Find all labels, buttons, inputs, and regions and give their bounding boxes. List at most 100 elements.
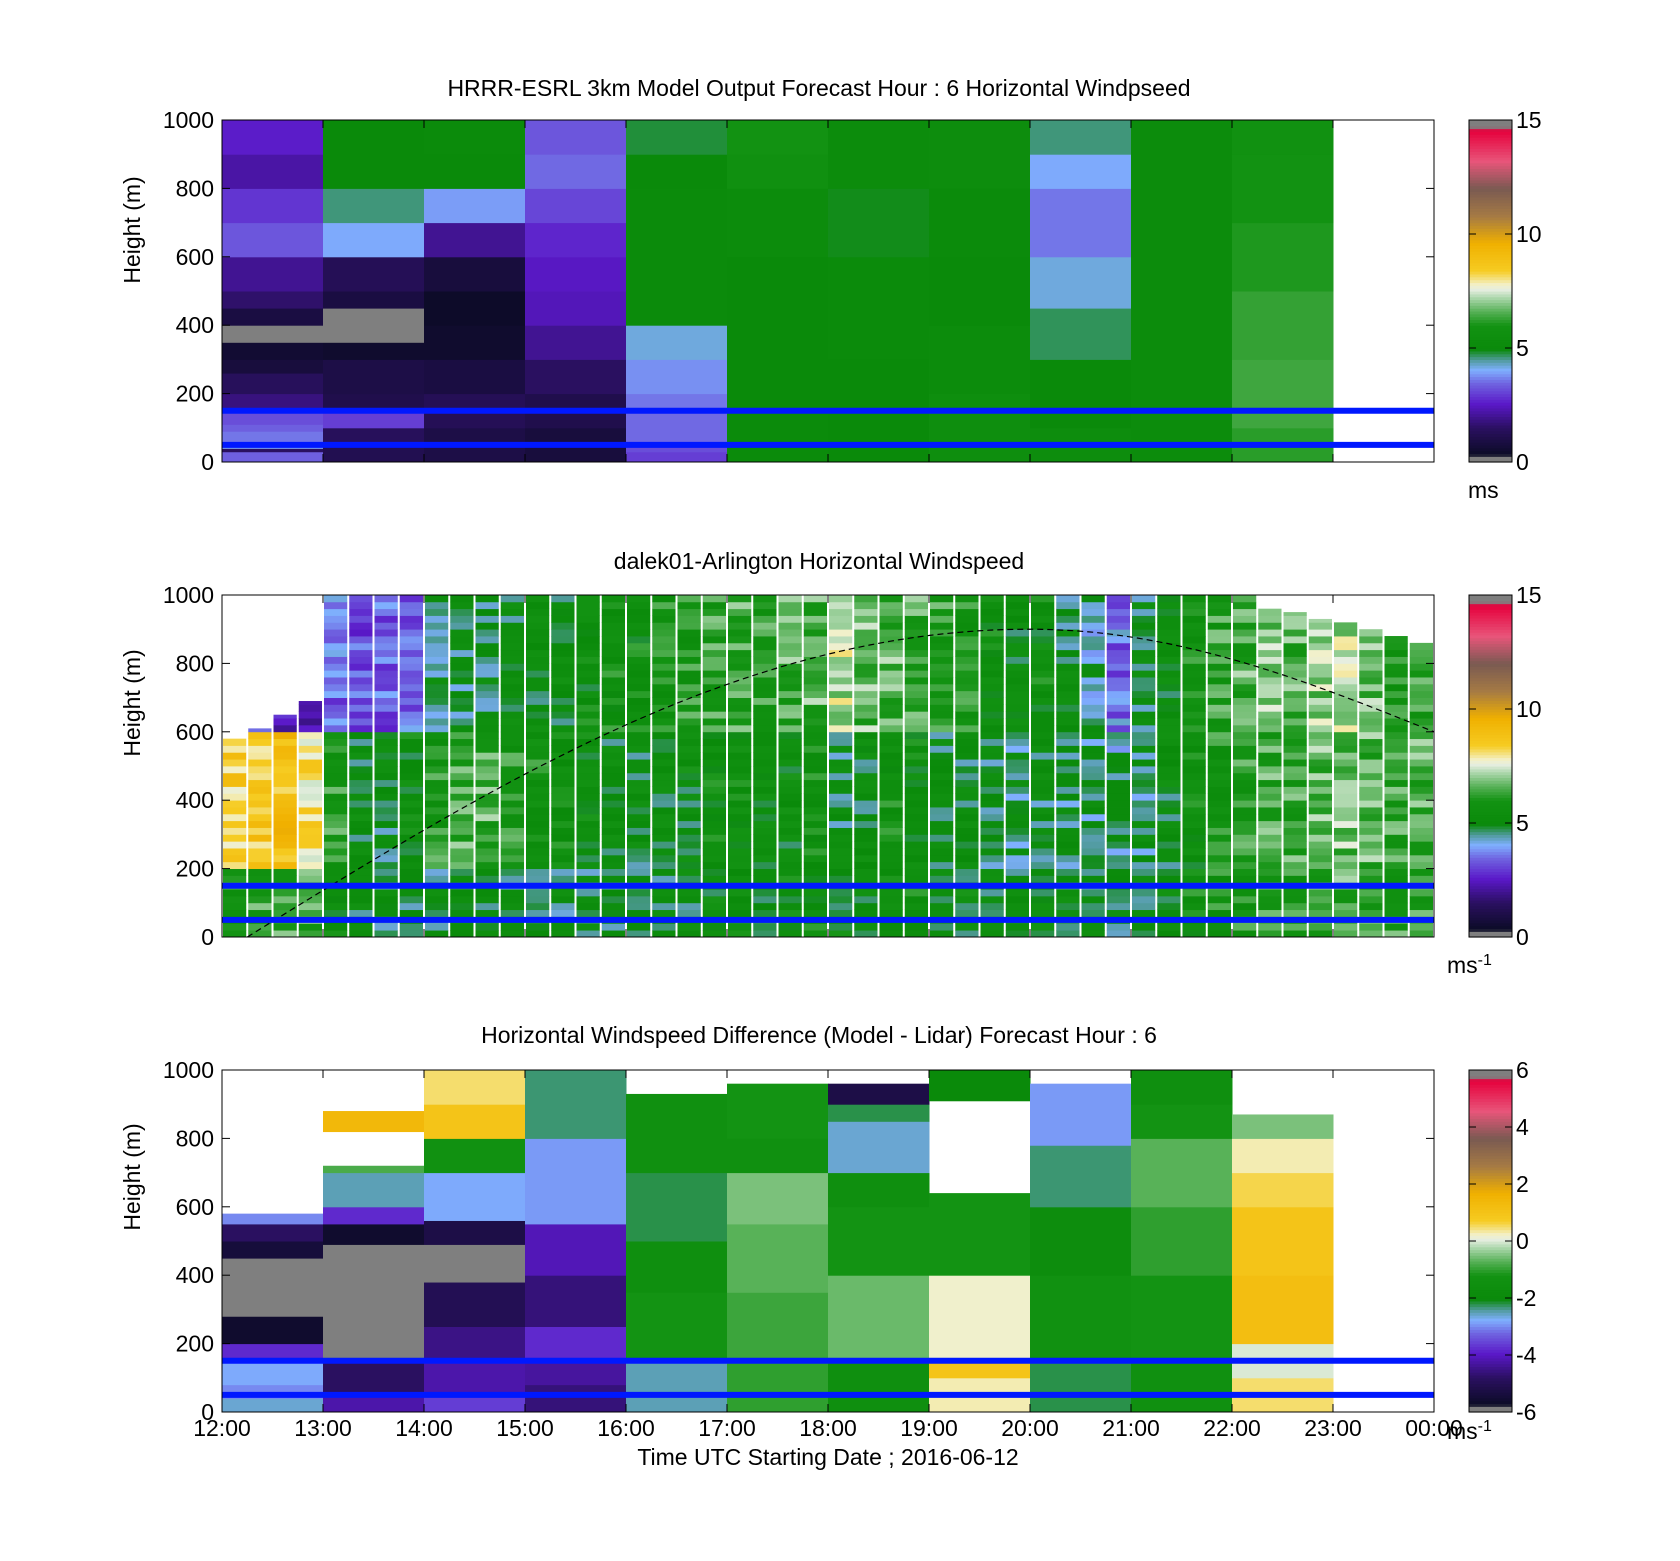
heatmap-cell: [273, 772, 297, 781]
heatmap-cell: [223, 820, 247, 828]
heatmap-cell: [753, 629, 777, 637]
heatmap-cell: [525, 325, 627, 360]
heatmap-cell: [298, 807, 322, 815]
heatmap-cell: [1258, 786, 1282, 794]
heatmap-cell: [526, 711, 550, 719]
heatmap-cell: [1207, 752, 1231, 760]
heatmap-cell: [551, 813, 575, 822]
colorbar-swatch: [1469, 459, 1512, 463]
heatmap-cell: [349, 889, 373, 897]
heatmap-cell: [1132, 923, 1156, 931]
colorbar-swatch: [1469, 848, 1512, 853]
colorbar-swatch: [1469, 1255, 1512, 1259]
heatmap-cell: [1334, 820, 1358, 828]
colorbar-swatch: [1469, 1260, 1512, 1265]
heatmap-cell: [1384, 697, 1408, 705]
heatmap-cell: [1384, 738, 1408, 746]
heatmap-cell: [1106, 861, 1130, 869]
heatmap-cell: [399, 772, 423, 781]
heatmap-cell: [1258, 615, 1282, 623]
colorbar-swatch: [1469, 370, 1512, 375]
heatmap-cell: [1056, 800, 1080, 808]
heatmap-cell: [854, 813, 878, 822]
heatmap-cell: [551, 909, 575, 917]
heatmap-cell: [1106, 759, 1130, 767]
heatmap-cell: [1258, 909, 1282, 917]
heatmap-cell: [1081, 793, 1105, 801]
heatmap-cell: [1308, 766, 1332, 774]
heatmap-cell: [803, 595, 827, 603]
heatmap-cell: [753, 923, 777, 931]
heatmap-cell: [929, 325, 1031, 395]
heatmap-cell: [879, 902, 903, 911]
heatmap-cell: [829, 793, 853, 801]
heatmap-cell: [1258, 923, 1282, 931]
heatmap-cell: [1283, 889, 1307, 897]
heatmap-cell: [349, 649, 373, 657]
heatmap-cell: [298, 779, 322, 787]
heatmap-cell: [601, 861, 625, 869]
heatmap-cell: [1207, 615, 1231, 623]
colorbar-unit: ms-1: [1447, 952, 1492, 978]
heatmap-cell: [601, 909, 625, 917]
heatmap-cell: [1157, 670, 1181, 678]
heatmap-cell: [1106, 841, 1130, 849]
heatmap-cell: [551, 779, 575, 787]
heatmap-cell: [551, 683, 575, 692]
heatmap-cell: [1081, 902, 1105, 911]
heatmap-cell: [324, 636, 348, 644]
heatmap-cell: [803, 786, 827, 794]
colorbar-swatch: [1469, 120, 1512, 124]
heatmap-cell: [778, 690, 802, 698]
heatmap-cell: [450, 656, 474, 664]
heatmap-cell: [475, 827, 499, 835]
heatmap-cell: [1233, 841, 1257, 849]
heatmap-cell: [324, 902, 348, 911]
heatmap-cell: [1031, 601, 1055, 610]
heatmap-cell: [1233, 663, 1257, 671]
heatmap-cell: [1132, 738, 1156, 746]
heatmap-cell: [955, 827, 979, 835]
heatmap-cell: [930, 848, 954, 856]
heatmap-cell: [652, 902, 676, 911]
heatmap-cell: [829, 875, 853, 883]
heatmap-cell: [1258, 656, 1282, 664]
colorbar-swatch: [1469, 1317, 1512, 1322]
heatmap-cell: [323, 1244, 425, 1348]
heatmap-cell: [1384, 731, 1408, 740]
heatmap-cell: [525, 188, 627, 224]
heatmap-cell: [1157, 861, 1181, 869]
colorbar-swatch: [1469, 1181, 1512, 1185]
heatmap-cell: [526, 793, 550, 801]
heatmap-cell: [955, 629, 979, 637]
heatmap-cell: [753, 663, 777, 671]
heatmap-cell: [627, 629, 651, 637]
heatmap-cell: [803, 615, 827, 623]
heatmap-cell: [324, 601, 348, 610]
heatmap-cell: [1334, 697, 1358, 705]
heatmap-cell: [702, 595, 726, 603]
heatmap-cell: [1132, 690, 1156, 698]
heatmap-cell: [399, 656, 423, 664]
heatmap-cell: [1005, 759, 1029, 767]
heatmap-cell: [1031, 738, 1055, 746]
heatmap-cell: [1207, 779, 1231, 787]
heatmap-cell: [298, 875, 322, 883]
heatmap-cell: [248, 861, 272, 869]
heatmap-cell: [904, 772, 928, 781]
colorbar-swatch: [1469, 1189, 1512, 1194]
heatmap-cell: [1005, 731, 1029, 740]
heatmap-cell: [1056, 854, 1080, 863]
heatmap-cell: [374, 608, 398, 616]
heatmap-cell: [1132, 827, 1156, 835]
heatmap-cell: [1232, 1172, 1334, 1208]
heatmap-cell: [425, 718, 449, 726]
heatmap-cell: [854, 615, 878, 623]
heatmap-cell: [1132, 889, 1156, 897]
heatmap-cell: [930, 690, 954, 698]
heatmap-cell: [627, 759, 651, 767]
heatmap-cell: [1207, 841, 1231, 849]
heatmap-cell: [450, 820, 474, 828]
colorbar-swatch: [1469, 865, 1512, 870]
